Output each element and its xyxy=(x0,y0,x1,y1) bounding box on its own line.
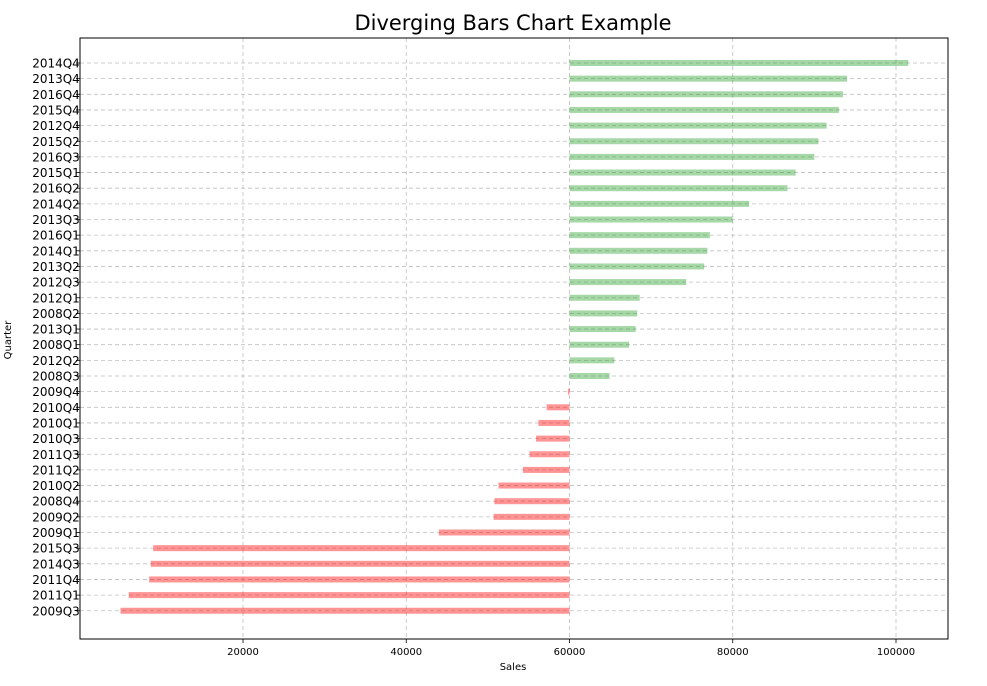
y-tick-label: 2008Q4 xyxy=(32,495,80,509)
bar-2010Q3 xyxy=(536,435,570,442)
bar-2012Q2 xyxy=(569,357,615,364)
y-tick-label: 2014Q2 xyxy=(32,197,80,211)
bars xyxy=(120,60,909,614)
grid-lines xyxy=(80,38,948,639)
bar-2011Q2 xyxy=(522,466,570,473)
bar-2016Q2 xyxy=(569,185,788,192)
y-tick-label: 2016Q4 xyxy=(32,88,80,102)
bar-2008Q4 xyxy=(494,498,570,505)
bar-2009Q1 xyxy=(438,529,570,536)
y-tick-label: 2008Q3 xyxy=(32,370,80,384)
bar-2016Q1 xyxy=(569,232,710,239)
bar-2012Q1 xyxy=(569,294,640,301)
bar-2015Q1 xyxy=(569,169,796,176)
bar-2013Q2 xyxy=(569,263,705,270)
plot-frame xyxy=(79,37,949,640)
bar-2009Q3 xyxy=(120,607,570,614)
bar-2008Q1 xyxy=(569,341,630,348)
y-tick-label: 2009Q3 xyxy=(32,604,80,618)
y-tick-label: 2009Q2 xyxy=(32,510,80,524)
bar-2015Q2 xyxy=(569,138,819,145)
bar-2016Q4 xyxy=(569,91,843,98)
x-tick-label: 40000 xyxy=(390,647,422,658)
y-tick-label: 2013Q2 xyxy=(32,260,80,274)
y-tick-label: 2012Q4 xyxy=(32,119,80,133)
bar-2012Q4 xyxy=(569,122,827,129)
y-tick-label: 2008Q2 xyxy=(32,307,80,321)
y-tick-label: 2011Q2 xyxy=(32,463,80,477)
bar-2011Q1 xyxy=(128,592,570,599)
bar-2015Q3 xyxy=(153,545,570,552)
y-tick-label: 2016Q3 xyxy=(32,150,80,164)
y-tick-label: 2015Q1 xyxy=(32,166,80,180)
y-tick-label: 2012Q2 xyxy=(32,354,80,368)
bar-2014Q3 xyxy=(150,560,570,567)
y-tick-label: 2015Q3 xyxy=(32,542,80,556)
y-tick-label: 2013Q1 xyxy=(32,323,80,337)
y-tick-label: 2011Q1 xyxy=(32,589,80,603)
y-tick-label: 2013Q4 xyxy=(32,72,80,86)
bar-2015Q4 xyxy=(569,106,839,113)
bar-2013Q3 xyxy=(569,216,733,223)
y-tick-label: 2009Q1 xyxy=(32,526,80,540)
bar-2010Q2 xyxy=(498,482,570,489)
y-tick-label: 2016Q1 xyxy=(32,229,80,243)
y-tick-label: 2011Q4 xyxy=(32,573,80,587)
bar-2013Q4 xyxy=(569,75,848,82)
y-tick-label: 2011Q3 xyxy=(32,448,80,462)
y-tick-label: 2010Q2 xyxy=(32,479,80,493)
y-axis-label: Quarter xyxy=(3,320,14,360)
bar-2014Q1 xyxy=(569,247,708,254)
y-tick-label: 2010Q4 xyxy=(32,401,80,415)
y-tick-label: 2012Q3 xyxy=(32,276,80,290)
bar-2010Q1 xyxy=(538,419,570,426)
bar-2009Q2 xyxy=(493,513,570,520)
x-tick-label: 80000 xyxy=(717,647,749,658)
bar-2014Q4 xyxy=(569,60,909,66)
x-tick-label: 20000 xyxy=(227,647,259,658)
y-tick-label: 2014Q3 xyxy=(32,557,80,571)
bar-2010Q4 xyxy=(546,404,570,411)
bar-2011Q3 xyxy=(529,451,570,458)
bar-2008Q2 xyxy=(569,310,638,317)
y-tick-label: 2009Q4 xyxy=(32,385,80,399)
chart-title: Diverging Bars Chart Example xyxy=(354,11,671,35)
bar-2014Q2 xyxy=(569,200,750,207)
y-tick-label: 2014Q1 xyxy=(32,244,80,258)
x-axis-label: Sales xyxy=(500,662,527,673)
bar-2016Q3 xyxy=(569,153,815,160)
bar-2012Q3 xyxy=(569,279,687,286)
bar-2009Q4 xyxy=(567,388,570,395)
y-tick-label: 2013Q3 xyxy=(32,213,80,227)
bar-2008Q3 xyxy=(569,373,610,379)
y-tick-label: 2010Q1 xyxy=(32,416,80,430)
bar-2011Q4 xyxy=(149,576,570,583)
x-tick-label: 60000 xyxy=(554,647,586,658)
bar-2013Q1 xyxy=(569,326,636,333)
y-tick-label: 2008Q1 xyxy=(32,338,80,352)
x-tick-label: 100000 xyxy=(877,647,915,658)
y-tick-label: 2012Q1 xyxy=(32,291,80,305)
y-tick-label: 2015Q4 xyxy=(32,103,80,117)
y-tick-label: 2010Q3 xyxy=(32,432,80,446)
y-tick-label: 2014Q4 xyxy=(32,57,80,71)
y-tick-label: 2016Q2 xyxy=(32,182,80,196)
y-tick-label: 2015Q2 xyxy=(32,135,80,149)
